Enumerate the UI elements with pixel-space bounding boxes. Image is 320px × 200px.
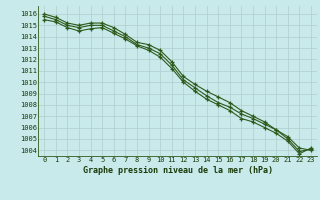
X-axis label: Graphe pression niveau de la mer (hPa): Graphe pression niveau de la mer (hPa) [83,166,273,175]
